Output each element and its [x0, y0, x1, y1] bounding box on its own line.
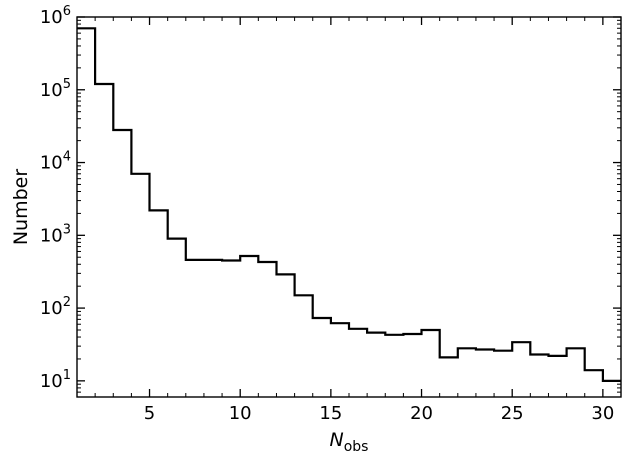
y-tick-label-exponent: 6: [63, 4, 71, 19]
axis-ticks: [76, 16, 622, 398]
y-tick-label-exponent: 3: [63, 222, 71, 237]
x-tick-label: 10: [229, 403, 252, 424]
y-tick-label: 102: [40, 295, 71, 319]
x-axis-label: Nobs: [330, 429, 369, 455]
y-tick-label-base: 10: [40, 80, 63, 101]
y-tick-label-base: 10: [40, 7, 63, 28]
plot-frame: [76, 16, 622, 398]
x-tick-label: 25: [501, 403, 524, 424]
y-tick-label-exponent: 1: [63, 368, 71, 383]
histogram-step-line: [77, 27, 621, 382]
y-tick-label-exponent: 5: [63, 77, 71, 92]
x-axis-label-main: N: [330, 429, 344, 451]
y-axis-label: Number: [10, 169, 32, 246]
x-tick-label: 20: [410, 403, 433, 424]
y-tick-label-base: 10: [40, 153, 63, 174]
x-axis-label-subscript: obs: [344, 439, 369, 455]
y-tick-label: 101: [40, 368, 71, 392]
y-tick-label-base: 10: [40, 225, 63, 246]
y-tick-label-exponent: 2: [63, 295, 71, 310]
y-tick-label-base: 10: [40, 298, 63, 319]
x-tick-label: 30: [591, 403, 614, 424]
y-tick-label: 106: [40, 4, 71, 28]
y-tick-label: 103: [40, 222, 71, 246]
y-tick-label: 104: [40, 150, 71, 174]
y-tick-label-exponent: 4: [63, 150, 71, 165]
y-tick-label: 105: [40, 77, 71, 101]
x-tick-label: 5: [144, 403, 155, 424]
x-tick-label: 15: [319, 403, 342, 424]
y-tick-label-base: 10: [40, 371, 63, 392]
